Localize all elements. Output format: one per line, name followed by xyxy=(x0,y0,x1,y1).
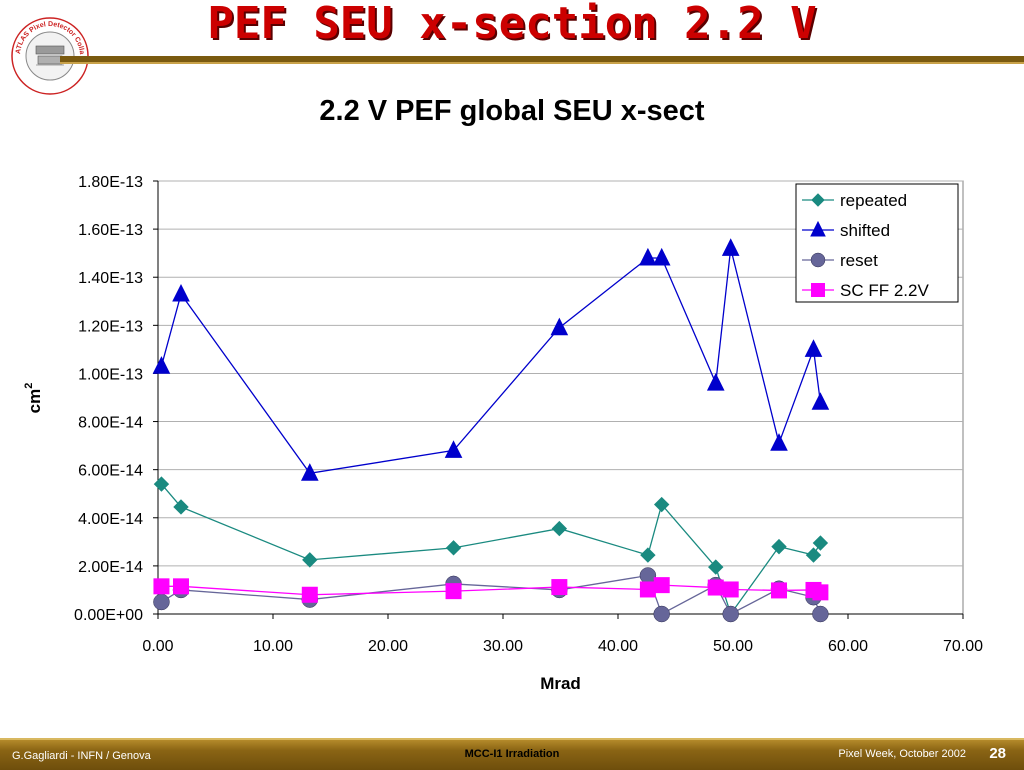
y-tick-label: 2.00E-14 xyxy=(78,559,143,576)
legend-marker xyxy=(811,283,825,297)
series-shifted xyxy=(152,238,830,481)
legend-item: reset xyxy=(802,251,878,270)
x-axis-label: Mrad xyxy=(540,674,581,693)
data-point xyxy=(173,578,189,595)
data-point xyxy=(445,540,462,556)
y-tick-label: 1.40E-13 xyxy=(78,270,143,287)
data-point xyxy=(551,520,568,537)
footer-author: G.Gagliardi - INFN / Genova xyxy=(12,750,151,762)
data-point xyxy=(722,605,739,623)
data-point xyxy=(771,538,787,555)
legend-label: shifted xyxy=(840,221,890,240)
y-tick-label: 1.00E-13 xyxy=(78,366,143,383)
data-point xyxy=(639,567,657,584)
data-point xyxy=(153,578,170,595)
data-point xyxy=(804,339,823,357)
y-axis-label-main: cm xyxy=(25,389,44,414)
data-point xyxy=(707,579,724,596)
data-point xyxy=(300,463,319,481)
y-tick-label: 1.60E-13 xyxy=(78,222,143,239)
data-point xyxy=(708,559,724,575)
data-point xyxy=(639,247,657,266)
legend-label: reset xyxy=(840,251,878,270)
data-point xyxy=(653,605,670,623)
y-tick-label: 1.20E-13 xyxy=(78,318,143,335)
footer-topic: MCC-I1 Irradiation xyxy=(464,748,560,760)
data-point xyxy=(173,499,189,515)
y-tick-label: 4.00E-14 xyxy=(78,511,143,528)
data-point xyxy=(771,582,787,599)
series-sc-ff-2-2v xyxy=(153,577,829,603)
legend-marker xyxy=(810,252,826,268)
data-point xyxy=(770,433,788,451)
data-point xyxy=(722,581,739,598)
x-tick-label: 10.00 xyxy=(253,638,293,655)
data-point xyxy=(811,392,830,410)
seu-cross-section-chart: 2.2 V PEF global SEU x-sect 0.00E+00 2.00E… xyxy=(23,95,983,693)
series-line xyxy=(160,248,822,474)
data-point xyxy=(550,317,569,336)
legend-marker xyxy=(810,220,826,237)
footer-event: Pixel Week, October 2002 xyxy=(838,748,966,760)
y-axis-label-superscript: 2 xyxy=(23,383,35,389)
legend: repeated shifted reset SC FF 2.2V xyxy=(795,183,959,303)
data-point xyxy=(721,238,740,256)
data-point xyxy=(706,372,725,391)
data-point xyxy=(653,496,670,513)
data-point xyxy=(640,547,656,563)
data-point xyxy=(153,476,170,492)
data-point xyxy=(444,440,463,458)
slide-title: PEF SEU x-section 2.2 V xyxy=(207,0,817,49)
legend-item: shifted xyxy=(802,220,890,240)
legend-box xyxy=(795,183,959,303)
data-point xyxy=(805,547,822,563)
data-point xyxy=(812,605,829,623)
title-rule xyxy=(60,56,1024,62)
footer-bar: G.Gagliardi - INFN / Genova MCC-I1 Irrad… xyxy=(0,738,1024,770)
data-point xyxy=(302,552,318,568)
x-tick-label: 40.00 xyxy=(598,638,638,655)
x-tick-label: 70.00 xyxy=(943,638,983,655)
data-point xyxy=(639,581,656,598)
y-tick-label: 0.00E+00 xyxy=(74,607,143,624)
data-point xyxy=(551,579,568,596)
legend-marker xyxy=(811,193,825,207)
data-point xyxy=(812,535,829,551)
page-number: 28 xyxy=(989,745,1006,762)
data-point xyxy=(445,583,462,600)
x-tick-label: 20.00 xyxy=(368,638,408,655)
data-point xyxy=(652,247,671,266)
y-axis-label: cm2 xyxy=(23,383,44,414)
legend-label: SC FF 2.2V xyxy=(840,281,929,300)
data-point xyxy=(653,577,670,594)
data-point xyxy=(152,356,171,374)
data-point xyxy=(172,283,190,302)
title-rule-highlight xyxy=(60,62,1024,64)
data-point xyxy=(301,586,318,603)
data-point xyxy=(153,593,170,611)
y-tick-label: 6.00E-14 xyxy=(78,463,143,480)
x-tick-label: 30.00 xyxy=(483,638,523,655)
y-tick-label: 8.00E-14 xyxy=(78,415,143,432)
legend-item: repeated xyxy=(802,191,907,210)
legend-item: SC FF 2.2V xyxy=(802,281,929,300)
legend-label: repeated xyxy=(840,191,907,210)
y-tick-label: 1.80E-13 xyxy=(78,174,143,191)
x-tick-label: 60.00 xyxy=(828,638,868,655)
x-tick-label: 50.00 xyxy=(713,638,753,655)
data-point xyxy=(812,584,829,601)
x-tick-label: 0.00 xyxy=(142,638,173,655)
chart-title: 2.2 V PEF global SEU x-sect xyxy=(319,95,705,127)
